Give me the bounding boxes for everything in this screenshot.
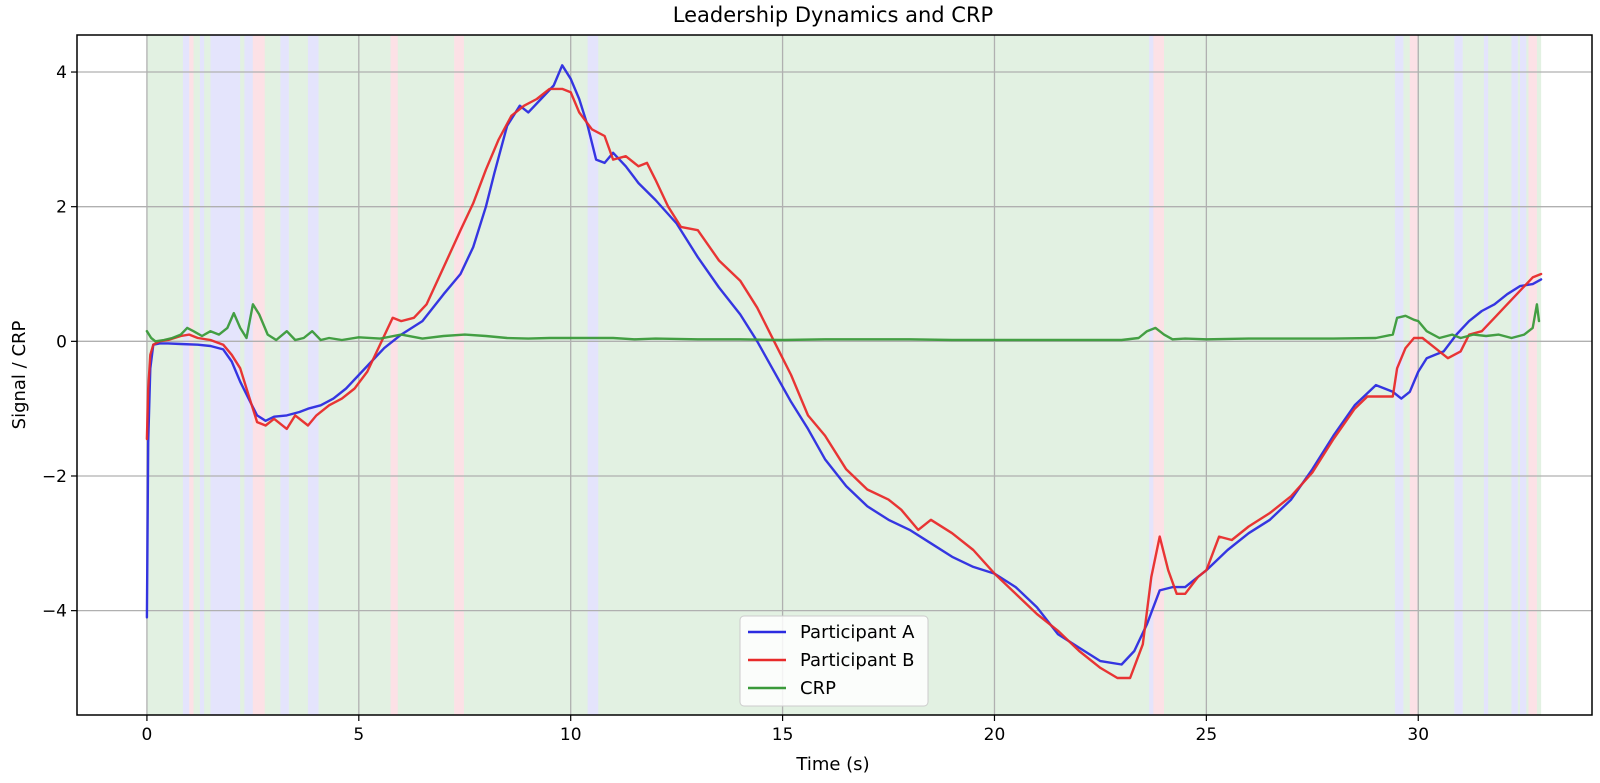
background-region-blue: [1149, 35, 1154, 715]
background-region-pink: [252, 35, 265, 715]
series-line-participant-b: [145, 87, 1543, 680]
legend-label-participant-b: Participant B: [800, 650, 914, 671]
x-tick-label: 15: [772, 725, 794, 745]
background-region-pink: [1153, 35, 1164, 715]
background-region-base: [146, 35, 1542, 715]
background-region-blue: [1394, 35, 1404, 715]
background-region-blue: [280, 35, 289, 715]
y-tick-label: −2: [42, 467, 67, 487]
background-region-blue: [1454, 35, 1463, 715]
x-axis-label: Time (s): [795, 754, 869, 775]
background-region-blue: [307, 35, 319, 715]
series-line-crp: [145, 303, 1541, 343]
grid: [77, 35, 1592, 715]
legend-box: [739, 615, 929, 707]
axis-ticks: 0 5 10 15 20 25 30 −4 −2 0 2 4: [42, 63, 1429, 745]
chart-title: Leadership Dynamics and CRP: [673, 3, 993, 27]
x-tick-label: 20: [984, 725, 1006, 745]
background-region-blue: [199, 35, 205, 715]
background-region-pink: [189, 35, 194, 715]
legend-label-crp: CRP: [800, 678, 836, 699]
series-line-participant-a: [145, 64, 1543, 666]
x-tick-label: 5: [353, 725, 364, 745]
plot-frame: [76, 34, 1593, 716]
y-tick-label: 2: [56, 198, 67, 218]
background-region-blue: [1511, 35, 1518, 715]
background-region-blue: [244, 35, 253, 715]
background-region-pink: [1528, 35, 1537, 715]
background-region-blue: [1483, 35, 1489, 715]
series-lines: [145, 64, 1543, 680]
x-tick-label: 0: [142, 725, 153, 745]
background-region-pink: [454, 35, 464, 715]
x-tick-label: 10: [560, 725, 582, 745]
legend: Participant A Participant B CRP: [739, 615, 929, 707]
x-tick-label: 30: [1407, 725, 1429, 745]
background-region-blue: [210, 35, 241, 715]
y-tick-label: −4: [42, 602, 67, 622]
x-tick-label: 25: [1196, 725, 1218, 745]
background-region-pink: [390, 35, 398, 715]
background-region-blue: [587, 35, 599, 715]
y-axis-label: Signal / CRP: [9, 320, 30, 429]
y-tick-label: 0: [56, 332, 67, 352]
y-tick-label: 4: [56, 63, 67, 83]
background-regions: [146, 35, 1542, 715]
background-region-blue: [1519, 35, 1527, 715]
legend-label-participant-a: Participant A: [800, 622, 915, 643]
background-region-blue: [182, 35, 190, 715]
background-region-pink: [1409, 35, 1418, 715]
